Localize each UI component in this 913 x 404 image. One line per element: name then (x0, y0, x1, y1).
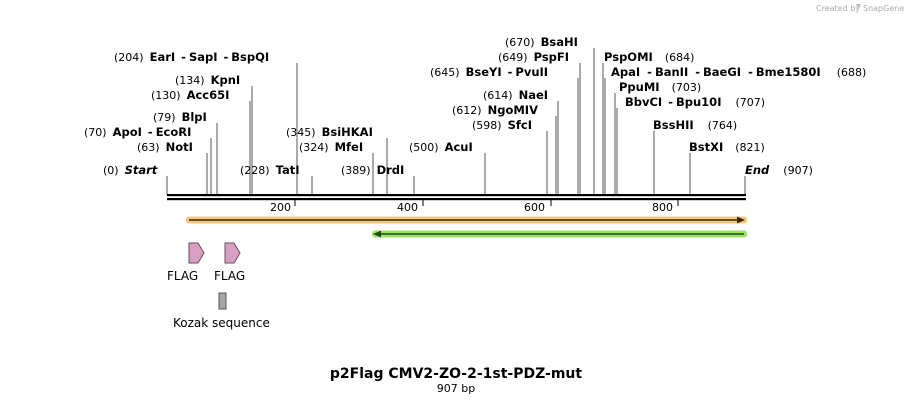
enzyme-bseyi-pvuii[interactable]: (645) BseYI - PvuII (430, 65, 548, 79)
tick-label-800: 800 (652, 201, 673, 214)
flag-feature-1[interactable] (188, 242, 205, 264)
enzyme-eari-sapi-bspqi[interactable]: (204) EarI - SapI - BspQI (114, 50, 269, 64)
enzyme-start[interactable]: (0) Start (103, 163, 158, 177)
enzyme-acui[interactable]: (500) AcuI (409, 140, 473, 154)
created-by-text: Created by (816, 4, 860, 13)
enzyme-leader-lines (166, 48, 746, 195)
enzyme-pspomi[interactable]: PspOMI (684) (604, 50, 694, 64)
flag-feature-2[interactable] (224, 242, 241, 264)
flag-label-2: FLAG (214, 269, 245, 283)
enzyme-labels: (0) Start End (907) (63) NotI (70) ApoI - EcoR… (84, 35, 866, 177)
kozak-feature[interactable] (218, 292, 227, 310)
sequence-length: 907 bp (437, 382, 475, 395)
enzyme-sfci[interactable]: (598) SfcI (472, 118, 532, 132)
ruler: 200 400 600 800 (270, 200, 679, 214)
enzyme-mfei[interactable]: (324) MfeI (299, 140, 363, 154)
snapgene-brand: SnapGene (863, 4, 904, 13)
orf-forward-arrow[interactable] (186, 216, 747, 224)
enzyme-noti[interactable]: (63) NotI (137, 140, 193, 154)
enzyme-tati[interactable]: (228) TatI (240, 163, 300, 177)
enzyme-kpni[interactable]: (134) KpnI (175, 73, 240, 87)
dna-backbone[interactable] (167, 194, 746, 201)
sequence-title: p2Flag CMV2-ZO-2-1st-PDZ-mut (330, 366, 582, 382)
tick-label-200: 200 (270, 201, 291, 214)
enzyme-end[interactable]: End (907) (745, 163, 813, 177)
enzyme-bsihkai[interactable]: (345) BsiHKAI (286, 125, 373, 139)
enzyme-pspfi[interactable]: (649) PspFI (498, 50, 569, 64)
snapgene-logo-icon (856, 4, 861, 9)
enzyme-drdi[interactable]: (389) DrdI (341, 163, 404, 177)
flag-label-1: FLAG (167, 269, 198, 283)
kozak-label: Kozak sequence (173, 316, 270, 330)
orf-reverse-arrow[interactable] (372, 230, 747, 238)
enzyme-ngomiv[interactable]: (612) NgoMIV (452, 103, 538, 117)
enzyme-besshii[interactable]: BssHII (764) (653, 118, 737, 132)
enzyme-ppumi[interactable]: PpuMI (703) (619, 80, 701, 94)
enzyme-apoi-ecori[interactable]: (70) ApoI - EcoRI (84, 125, 191, 139)
enzyme-naei[interactable]: (614) NaeI (483, 88, 548, 102)
tick-label-600: 600 (524, 201, 545, 214)
enzyme-bsahi[interactable]: (670) BsaHI (505, 35, 578, 49)
enzyme-apai-group[interactable]: ApaI - BanII - BaeGI - Bme1580I (688) (611, 65, 866, 79)
enzyme-bstxi[interactable]: BstXI (821) (689, 140, 765, 154)
enzyme-bbvci-bpu10i[interactable]: BbvCI - Bpu10I (707) (625, 95, 765, 109)
enzyme-acc65i[interactable]: (130) Acc65I (151, 88, 229, 102)
enzyme-blpi[interactable]: (79) BlpI (153, 110, 207, 124)
tick-label-400: 400 (397, 201, 418, 214)
